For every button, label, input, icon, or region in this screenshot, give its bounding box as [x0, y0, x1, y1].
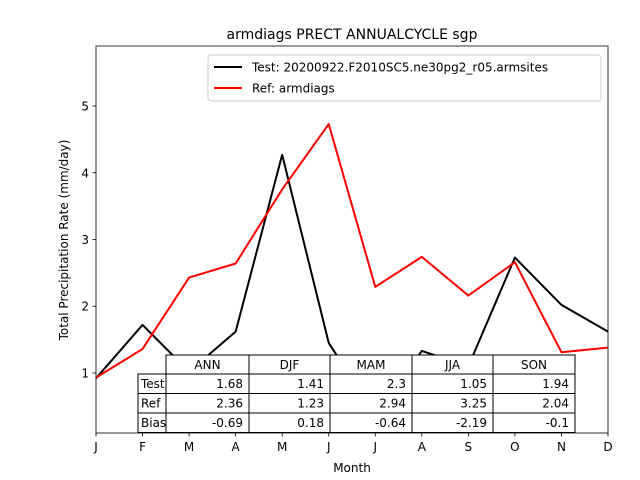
legend-label-ref: Ref: armdiags: [252, 82, 335, 96]
table-cell-value: -2.19: [456, 416, 487, 430]
table-cell-value: 2.04: [542, 397, 569, 411]
table-cell-value: 1.23: [297, 397, 324, 411]
table-cell-value: 1.05: [460, 377, 487, 391]
table-cell-value: -0.1: [546, 416, 569, 430]
table-cell-value: 1.94: [542, 377, 569, 391]
x-tick-label: A: [232, 440, 241, 454]
table-cell-value: -0.64: [375, 416, 406, 430]
table-cell-value: 2.3: [387, 377, 406, 391]
x-tick-label: M: [277, 440, 287, 454]
x-tick-label: M: [184, 440, 194, 454]
y-tick-label: 4: [81, 166, 89, 180]
y-tick-label: 5: [81, 100, 89, 114]
table-column-header: SON: [521, 358, 547, 372]
x-tick-label: J: [93, 440, 98, 454]
table-column-header: DJF: [280, 358, 300, 372]
chart-title: armdiags PRECT ANNUALCYCLE sgp: [227, 27, 478, 43]
y-axis-label: Total Precipitation Rate (mm/day): [57, 140, 71, 342]
x-tick-label: S: [465, 440, 473, 454]
table-cell-value: 3.25: [460, 397, 487, 411]
x-tick-label: J: [372, 440, 377, 454]
table-row-label: Test: [140, 377, 165, 391]
x-tick-label: J: [326, 440, 331, 454]
table-cell-value: 2.94: [379, 397, 406, 411]
table-cell-value: 1.68: [216, 377, 243, 391]
x-axis-label: Month: [333, 461, 371, 475]
y-tick-label: 2: [81, 300, 89, 314]
series-line-ref: [95, 123, 609, 379]
table-row-label: Ref: [141, 397, 161, 411]
x-tick-label: A: [418, 440, 427, 454]
table-column-header: MAM: [357, 358, 386, 372]
x-tick-label: O: [510, 440, 519, 454]
table-cell-value: 1.41: [297, 377, 324, 391]
table-cell: [492, 412, 576, 433]
y-tick-label: 3: [81, 233, 89, 247]
table-column-header: ANN: [194, 358, 220, 372]
table-column-header: JJA: [444, 358, 461, 372]
x-tick-label: D: [603, 440, 612, 454]
table-cell-value: -0.69: [212, 416, 243, 430]
x-tick-label: N: [557, 440, 566, 454]
legend-box: [207, 54, 602, 102]
table-row-label: Bias: [141, 416, 166, 430]
legend-label-test: Test: 20200922.F2010SC5.ne30pg2_r05.arms…: [251, 61, 548, 75]
y-tick-label: 1: [81, 366, 89, 380]
table-cell-value: 2.36: [216, 397, 243, 411]
x-tick-label: F: [139, 440, 146, 454]
table-cell-value: 0.18: [297, 416, 324, 430]
